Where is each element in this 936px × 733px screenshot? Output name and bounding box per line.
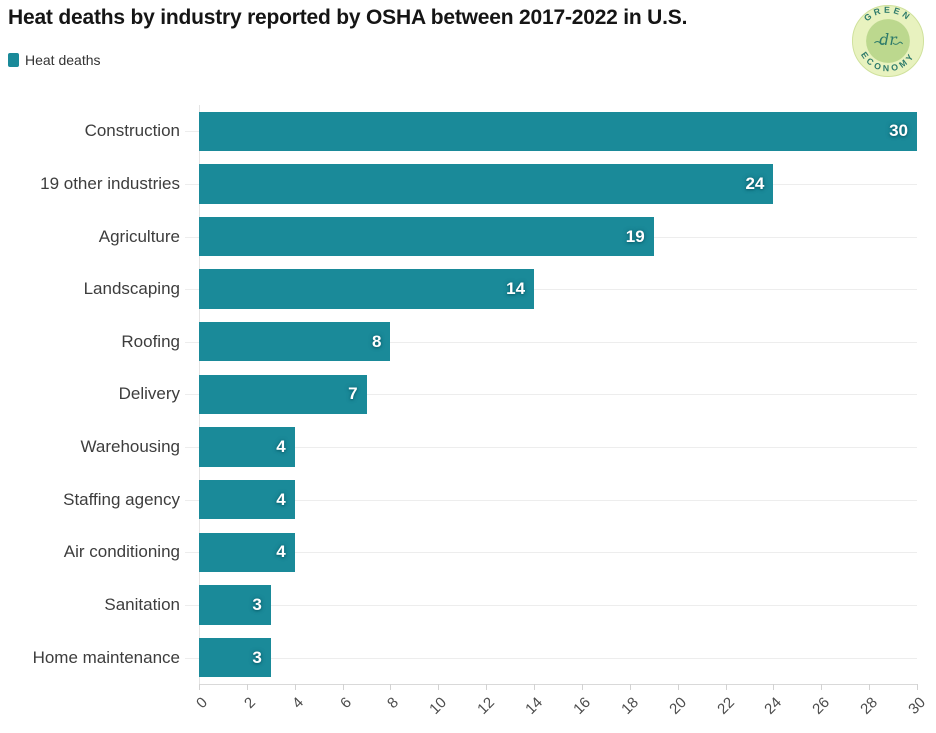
logo-right-swash (892, 41, 904, 45)
bar-value-label: 14 (506, 279, 526, 299)
x-axis-tick (821, 684, 823, 690)
category-label: Air conditioning (63, 542, 180, 562)
x-axis-tick-label: 18 (617, 694, 642, 718)
bar-chart: Construction 30 19 other industries 24 Agric… (0, 105, 936, 718)
bar-value-label: 4 (276, 489, 286, 509)
bar-value-label: 3 (252, 594, 262, 614)
bar: 30 (199, 111, 917, 151)
chart-rows: Construction 30 19 other industries 24 Agric… (0, 105, 936, 684)
category-label: Delivery (118, 384, 180, 404)
x-axis-tick (677, 684, 679, 690)
bar: 4 (199, 532, 295, 572)
chart-row: Staffing agency 4 (0, 473, 936, 526)
bar: 3 (199, 637, 271, 678)
logo-inner-circle (866, 19, 910, 63)
x-axis-tick (725, 684, 727, 690)
chart-row: Construction 30 (0, 105, 936, 158)
bar-value-label: 7 (348, 384, 358, 404)
row-gridline (185, 604, 917, 606)
x-axis-tick (294, 684, 296, 690)
bar-value-label: 4 (276, 437, 286, 457)
chart-row: Warehousing 4 (0, 421, 936, 474)
row-gridline (185, 499, 917, 501)
x-axis-tick (342, 684, 344, 690)
chart-row: Sanitation 3 (0, 579, 936, 632)
row-gridline (185, 552, 917, 554)
x-axis-tick (917, 684, 918, 690)
x-axis-tick-label: 10 (426, 694, 451, 718)
bar: 4 (199, 479, 295, 520)
category-label: Landscaping (83, 279, 180, 299)
x-axis-tick (199, 684, 200, 690)
x-axis-tick (581, 684, 583, 690)
category-label: Home maintenance (32, 647, 180, 667)
bar: 8 (199, 322, 391, 362)
chart-row: Delivery 7 (0, 368, 936, 421)
row-gridline (185, 447, 917, 449)
x-axis-tick (534, 684, 536, 690)
bar-value-label: 24 (745, 173, 765, 193)
x-axis-line (199, 684, 918, 685)
chart-row: Agriculture 19 (0, 210, 936, 263)
x-axis-tick-label: 28 (857, 694, 882, 718)
category-label: 19 other industries (40, 173, 180, 193)
chart-row: Air conditioning 4 (0, 526, 936, 579)
x-axis-tick-label: 0 (193, 694, 212, 712)
logo-left-swash (874, 41, 885, 45)
x-axis-tick-label: 2 (240, 694, 259, 712)
category-label: Agriculture (98, 226, 180, 246)
logo-center-text: dr (879, 31, 898, 49)
row-gridline (185, 657, 917, 659)
bar-value-label: 19 (625, 226, 645, 246)
bar: 7 (199, 374, 367, 415)
bar-value-label: 30 (889, 121, 908, 141)
x-axis-tick-label: 12 (474, 694, 499, 718)
category-label: Warehousing (80, 437, 180, 457)
green-economy-logo: GREEN ECONOMY dr (851, 5, 925, 78)
x-axis-tick-label: 14 (522, 694, 547, 718)
chart-row: 19 other industries 24 (0, 158, 936, 211)
x-axis-tick (486, 684, 488, 690)
category-label: Sanitation (104, 594, 180, 614)
legend-label: Heat deaths (25, 52, 101, 68)
x-axis-tick (629, 684, 631, 690)
bar: 24 (199, 164, 774, 204)
legend: Heat deaths (8, 52, 101, 68)
row-gridline (185, 341, 917, 343)
bar: 3 (199, 585, 271, 625)
x-axis-tick-label: 16 (570, 694, 594, 718)
bar-value-label: 8 (371, 331, 382, 351)
x-axis-tick-label: 4 (288, 694, 307, 712)
chart-title: Heat deaths by industry reported by OSHA… (8, 6, 688, 29)
legend-swatch (8, 53, 19, 67)
row-gridline (185, 289, 917, 291)
category-label: Construction (84, 121, 180, 141)
x-axis-tick-label: 30 (905, 694, 930, 718)
x-axis-tick (438, 684, 440, 690)
bar-value-label: 3 (252, 647, 262, 667)
x-axis-tick (246, 684, 248, 690)
row-gridline (185, 394, 917, 396)
x-axis-tick (869, 684, 871, 690)
category-label: Roofing (121, 331, 180, 351)
bar-value-label: 4 (276, 542, 286, 562)
x-axis-tick-label: 26 (809, 694, 834, 718)
x-axis-tick-label: 8 (384, 694, 403, 712)
x-axis-tick (390, 684, 392, 690)
category-label: Staffing agency (63, 489, 180, 509)
bar: 14 (199, 269, 535, 309)
x-axis-tick-label: 20 (665, 694, 690, 718)
x-axis-tick-label: 24 (761, 694, 786, 718)
chart-row: Roofing 8 (0, 316, 936, 369)
x-axis-tick (773, 684, 775, 690)
bar: 19 (199, 216, 654, 257)
chart-row: Landscaping 14 (0, 263, 936, 316)
x-axis-tick-label: 6 (336, 694, 355, 712)
chart-row: Home maintenance 3 (0, 631, 936, 684)
bar: 4 (199, 427, 295, 467)
x-axis-tick-label: 22 (713, 694, 738, 718)
